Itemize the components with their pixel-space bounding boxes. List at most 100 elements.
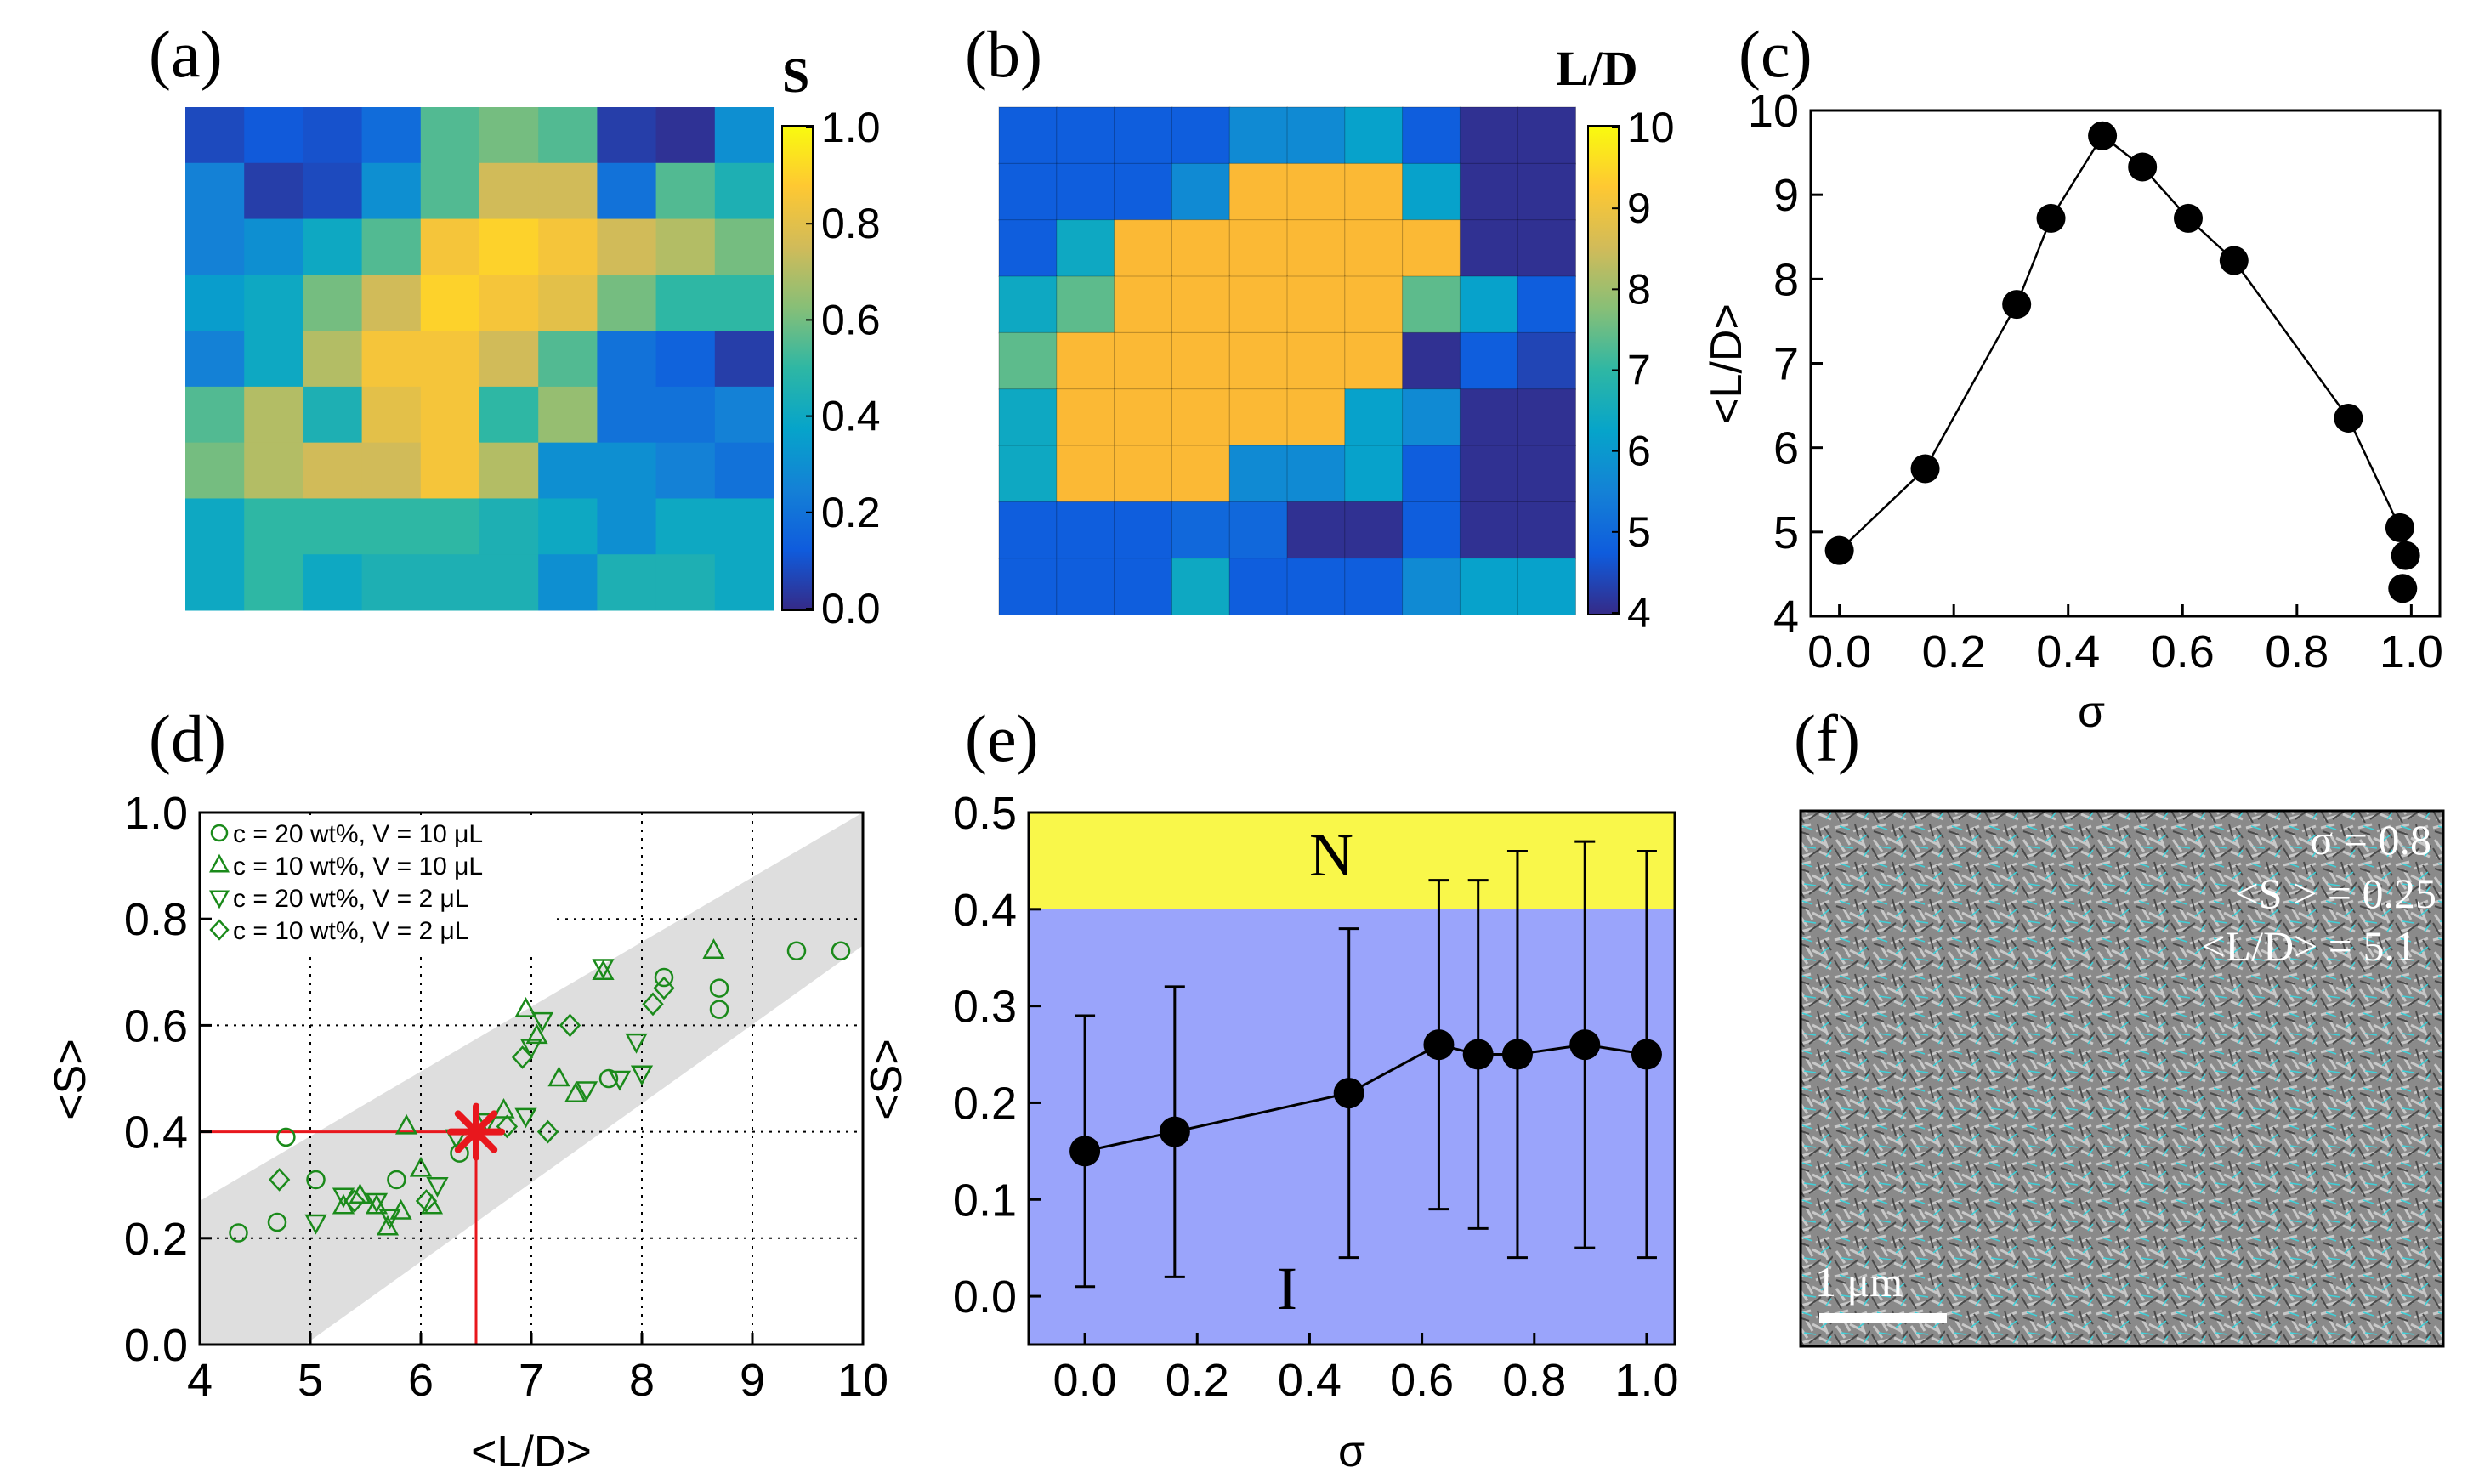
heatmap-cell xyxy=(1344,445,1404,503)
heatmap-cell xyxy=(714,218,774,275)
heatmap-cell xyxy=(1517,501,1576,559)
data-point-triangle-down xyxy=(519,1039,543,1060)
data-point-diamond xyxy=(511,1045,534,1069)
heatmap-cell xyxy=(1286,558,1346,616)
heatmap-cell xyxy=(1056,445,1115,503)
heatmap-cell xyxy=(1402,331,1461,390)
heatmap-cell xyxy=(361,386,422,444)
heatmap-cell xyxy=(597,107,657,164)
heatmap-cell xyxy=(303,386,363,444)
heatmap-cell xyxy=(1228,331,1288,390)
colorbar-tick-label: 5 xyxy=(1627,508,1651,556)
data-point xyxy=(2002,290,2032,320)
heatmap-cell xyxy=(1402,106,1461,165)
y-tick-label: 0.3 xyxy=(953,982,1017,1033)
heatmap-cell xyxy=(655,386,716,444)
heatmap-cell xyxy=(538,554,598,611)
y-tick-label: 0.8 xyxy=(124,894,188,945)
plot-s-vs-ld: c = 20 wt%, V = 10 μL c = 10 wt%, V = 10 … xyxy=(46,788,888,1476)
heatmap-cell xyxy=(1459,558,1519,616)
asterisk-stroke xyxy=(454,1110,498,1153)
data-point-triangle-up xyxy=(376,1215,400,1236)
colorbar-tick-label: 10 xyxy=(1627,104,1675,151)
highlight-asterisk xyxy=(447,1102,505,1161)
data-point-circle xyxy=(598,1068,619,1089)
heatmap-cell xyxy=(1056,388,1115,446)
data-point-circle xyxy=(709,978,729,998)
heatmap-cell xyxy=(244,218,303,275)
heatmap-cell xyxy=(361,162,422,220)
x-tick-label: 1.0 xyxy=(2380,626,2443,677)
heatmap-cell xyxy=(1056,106,1115,165)
heatmap-cell xyxy=(597,386,657,444)
heatmap-cell xyxy=(1517,275,1576,334)
y-tick-label: 0.1 xyxy=(953,1175,1017,1226)
heatmap-cell xyxy=(1171,501,1231,559)
heatmap-cell xyxy=(655,331,716,388)
heatmap-cell xyxy=(303,442,363,499)
y-tick-label: 10 xyxy=(1748,86,1799,137)
heatmap-cell xyxy=(1402,388,1461,446)
colorbar-title-s: S xyxy=(782,48,809,103)
y-tick-label: 0.4 xyxy=(124,1107,188,1158)
heatmap-cell xyxy=(1459,388,1519,446)
data-point xyxy=(2036,203,2066,233)
heatmap-cell xyxy=(479,554,539,611)
heatmap-cell xyxy=(185,331,245,388)
heatmap-cell xyxy=(1344,558,1404,616)
heatmap-cell xyxy=(303,498,363,555)
heatmap-cell xyxy=(714,442,774,499)
heatmap-cell xyxy=(1459,275,1519,334)
heatmap-cell xyxy=(1114,558,1173,616)
annotation-ld: <L/D> = 5.1 xyxy=(2201,922,2416,970)
colorbar-tick-label: 0.6 xyxy=(821,296,881,343)
heatmap-ld: 4 5 6 7 8 9 10 L/D xyxy=(998,41,1675,637)
heatmap-cell xyxy=(714,554,774,611)
heatmap-cell xyxy=(1286,501,1346,559)
y-tick-label: 0.4 xyxy=(953,885,1017,936)
heatmap-cell xyxy=(1114,501,1173,559)
y-tick-label: 0.0 xyxy=(124,1320,188,1371)
heatmap-cell xyxy=(714,162,774,220)
data-point-triangle-down xyxy=(608,1070,632,1091)
heatmap-cell xyxy=(185,275,245,331)
data-point-triangle-up xyxy=(349,1183,372,1204)
data-point-circle xyxy=(276,1127,296,1147)
x-tick-label: 8 xyxy=(629,1355,655,1406)
data-point-diamond xyxy=(642,992,664,1017)
heatmap-cell xyxy=(244,442,303,499)
heatmap-cell xyxy=(244,275,303,331)
data-point-circle xyxy=(831,941,851,961)
heatmap-cell xyxy=(1402,162,1461,221)
data-point-triangle-up xyxy=(394,1113,418,1135)
heatmap-cell xyxy=(1228,388,1288,446)
x-tick-label: 5 xyxy=(298,1355,323,1406)
data-point xyxy=(1631,1039,1662,1070)
data-point xyxy=(1159,1116,1190,1147)
data-point-circle xyxy=(387,1170,406,1190)
x-tick-label: 7 xyxy=(519,1355,544,1406)
heatmap-cell xyxy=(361,275,422,331)
colorbar-tick-label: 4 xyxy=(1627,589,1651,637)
heatmap-cell xyxy=(714,498,774,555)
heatmap-cell xyxy=(1056,162,1115,221)
heatmap-cell xyxy=(244,386,303,444)
heatmap-cell xyxy=(479,442,539,499)
panel-label-d: (d) xyxy=(149,701,226,775)
heatmap-cell xyxy=(361,107,422,164)
heatmap-cell xyxy=(1459,501,1519,559)
heatmap-cell xyxy=(1114,275,1173,334)
data-point xyxy=(1333,1078,1364,1109)
heatmap-cell xyxy=(655,218,716,275)
heatmap-cell xyxy=(1286,331,1346,390)
data-point-triangle-down xyxy=(365,1192,389,1214)
heatmap-cell xyxy=(185,107,245,164)
y-tick-label: 0.5 xyxy=(953,788,1017,839)
heatmap-cell xyxy=(1402,219,1461,277)
heatmap-cell xyxy=(420,107,480,164)
colorbar-tick-label: 1.0 xyxy=(821,104,881,151)
data-point-triangle-down xyxy=(514,1107,537,1129)
heatmap-cell xyxy=(538,331,598,388)
data-point xyxy=(1462,1039,1494,1070)
x-tick-label: 0.0 xyxy=(1053,1355,1117,1406)
